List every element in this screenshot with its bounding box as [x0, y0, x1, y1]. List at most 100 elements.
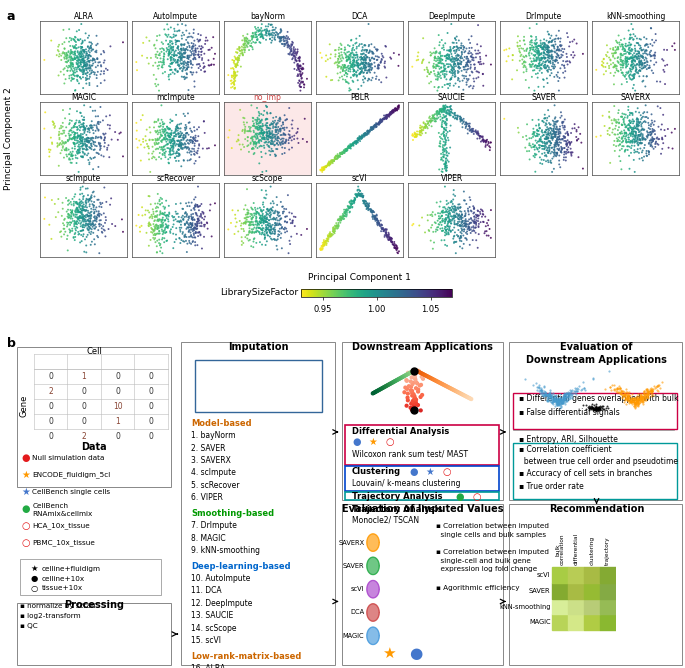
Point	[408, 218, 419, 229]
Point	[184, 117, 195, 128]
Point	[164, 150, 175, 160]
Point	[155, 154, 166, 164]
Point	[369, 387, 380, 397]
Point	[236, 236, 247, 246]
Point	[78, 229, 89, 240]
Point	[55, 128, 66, 139]
Point	[58, 128, 69, 138]
Point	[423, 118, 434, 128]
Point	[348, 63, 359, 74]
Point	[150, 43, 161, 53]
Point	[192, 214, 203, 225]
Point	[86, 120, 97, 131]
Point	[76, 51, 87, 61]
Point	[343, 141, 354, 152]
Point	[641, 48, 652, 59]
Point	[234, 45, 245, 56]
Point	[174, 149, 185, 160]
Point	[94, 215, 105, 226]
Point	[571, 132, 582, 142]
Point	[266, 136, 277, 146]
Point	[435, 104, 446, 115]
Point	[643, 63, 654, 73]
Point	[448, 80, 459, 91]
Point	[258, 215, 269, 226]
Point	[73, 145, 84, 156]
Point	[250, 138, 261, 149]
Point	[438, 69, 449, 79]
Point	[645, 382, 656, 393]
Point	[467, 52, 478, 63]
Point	[359, 128, 370, 139]
Point	[203, 55, 214, 65]
Point	[434, 138, 445, 148]
Point	[526, 56, 537, 67]
Point	[253, 222, 264, 233]
Text: 0: 0	[149, 401, 153, 411]
Point	[271, 220, 282, 230]
Point	[626, 393, 637, 403]
Point	[448, 60, 459, 71]
Point	[571, 386, 582, 397]
Point	[266, 132, 277, 143]
Point	[76, 61, 87, 72]
Point	[53, 194, 64, 204]
Point	[370, 119, 381, 130]
Point	[153, 138, 164, 148]
Point	[84, 79, 95, 90]
Point	[328, 225, 339, 236]
Point	[461, 43, 472, 54]
Point	[380, 224, 391, 235]
Point	[464, 43, 475, 53]
Point	[95, 144, 105, 155]
Point	[333, 57, 344, 68]
Point	[262, 204, 273, 214]
Point	[321, 233, 332, 244]
Point	[639, 389, 650, 400]
Point	[443, 51, 454, 61]
Point	[98, 151, 109, 162]
Point	[621, 67, 632, 77]
Point	[161, 227, 172, 238]
Point	[349, 69, 360, 80]
Point	[77, 192, 88, 202]
Point	[610, 129, 621, 140]
Point	[72, 71, 83, 82]
Point	[158, 142, 169, 152]
Point	[440, 130, 451, 141]
Point	[626, 399, 637, 409]
Point	[384, 109, 395, 120]
Point	[590, 132, 601, 142]
Point	[640, 45, 651, 55]
Point	[520, 57, 531, 67]
Point	[189, 204, 200, 215]
Point	[164, 41, 175, 52]
Point	[154, 210, 165, 220]
Point	[530, 39, 540, 50]
Point	[449, 33, 460, 43]
Point	[639, 116, 650, 126]
Text: Model-based: Model-based	[191, 419, 252, 428]
Point	[170, 64, 181, 75]
Point	[366, 205, 377, 216]
Point	[192, 214, 203, 225]
Point	[74, 201, 85, 212]
Point	[473, 45, 484, 56]
Point	[540, 389, 551, 400]
Point	[163, 216, 174, 226]
Point	[632, 395, 643, 406]
Point	[388, 105, 399, 116]
Point	[634, 65, 645, 76]
Point	[373, 216, 384, 226]
Point	[325, 230, 336, 240]
Point	[248, 139, 259, 150]
Point	[62, 204, 73, 215]
Point	[198, 207, 209, 218]
Point	[641, 383, 652, 394]
Point	[479, 211, 490, 222]
Bar	[96, 630, 105, 664]
Point	[449, 210, 460, 221]
Point	[369, 53, 379, 64]
Point	[163, 29, 174, 40]
Point	[352, 185, 363, 196]
